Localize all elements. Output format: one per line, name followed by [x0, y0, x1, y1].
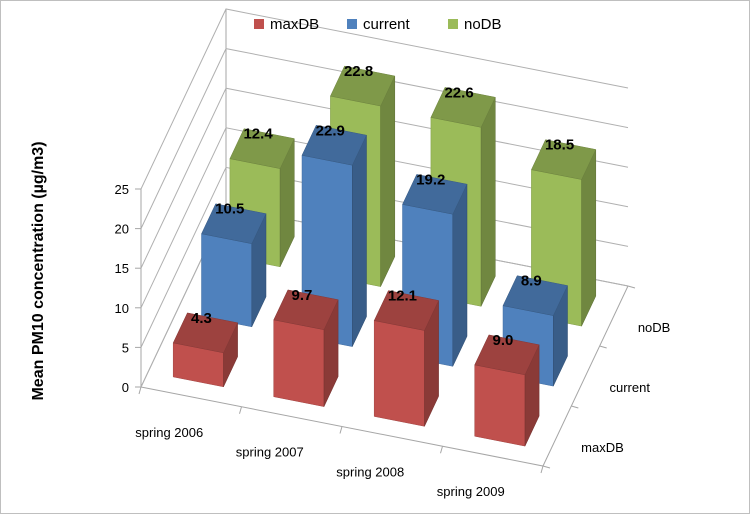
- data-label-noDB: 12.4: [243, 126, 273, 143]
- bar-current-spring-2007-top: [301, 125, 367, 166]
- data-label-noDB: 18.5: [545, 137, 574, 154]
- data-label-maxDB: 9.7: [291, 287, 312, 304]
- legend-label-maxDB: maxDB: [270, 16, 319, 33]
- y-axis-title: Mean PM10 concentration (µg/m3): [30, 141, 47, 400]
- data-label-noDB: 22.6: [444, 84, 473, 101]
- x-category-label: spring 2008: [336, 464, 404, 479]
- bar-current-spring-2007-side: [352, 135, 367, 347]
- legend-swatch-noDB: [448, 19, 458, 29]
- data-label-maxDB: 9.0: [492, 332, 513, 349]
- bar-current-spring-2008-side: [452, 184, 468, 367]
- data-label-noDB: 22.8: [344, 63, 373, 80]
- bar-noDB-spring-2009-side: [581, 149, 597, 327]
- bar-maxDB-spring-2008-front: [373, 320, 425, 427]
- x-category-label: spring 2006: [135, 425, 203, 440]
- z-axis-label: current: [610, 380, 651, 395]
- data-label-maxDB: 12.1: [388, 288, 417, 305]
- bar-current-spring-2009-top: [502, 275, 568, 316]
- bar-noDB-spring-2008-side: [480, 97, 496, 307]
- bar-noDB-spring-2007-side: [380, 75, 396, 287]
- z-tick-mark: [599, 345, 607, 349]
- bar-noDB-spring-2007-top: [330, 65, 396, 107]
- bar-noDB-spring-2006-top: [229, 128, 295, 169]
- x-tick-mark: [339, 426, 343, 434]
- y-tick-label: 20: [115, 222, 129, 237]
- data-label-current: 22.9: [316, 122, 345, 139]
- y-tick-label: 10: [115, 301, 129, 316]
- z-axis-label: noDB: [638, 320, 671, 335]
- data-label-current: 8.9: [521, 273, 542, 290]
- bar-current-spring-2008-top: [402, 174, 468, 215]
- bar-maxDB-spring-2009-top: [474, 334, 540, 376]
- z-tick-mark: [627, 285, 636, 289]
- x-tick-mark: [138, 386, 142, 395]
- x-category-label: spring 2007: [236, 445, 304, 460]
- x-tick-mark: [540, 465, 544, 474]
- z-tick-mark: [571, 405, 579, 409]
- data-label-current: 19.2: [416, 171, 445, 188]
- x-tick-mark: [239, 406, 242, 414]
- bar-maxDB-spring-2007-top: [273, 289, 339, 330]
- legend-swatch-maxDB: [254, 19, 264, 29]
- y-tick-label: 0: [122, 380, 129, 395]
- bar-noDB-spring-2009-top: [531, 139, 597, 180]
- bar-maxDB-spring-2009-front: [474, 364, 526, 447]
- x-tick-mark: [440, 446, 443, 454]
- bar-maxDB-spring-2008-top: [373, 290, 439, 331]
- z-tick-mark: [542, 465, 551, 469]
- bar-maxDB-spring-2006-top: [172, 312, 238, 354]
- bar-noDB-spring-2008-top: [430, 87, 496, 128]
- y-tick-label: 15: [115, 261, 129, 276]
- legend-swatch-current: [347, 19, 357, 29]
- bar-current-spring-2006-top: [201, 203, 267, 244]
- z-axis-label: maxDB: [581, 440, 624, 455]
- legend-label-noDB: noDB: [464, 16, 502, 33]
- y-tick-label: 5: [122, 340, 129, 355]
- x-category-label: spring 2009: [437, 484, 505, 499]
- data-label-maxDB: 4.3: [191, 310, 212, 327]
- legend-label-current: current: [363, 16, 411, 33]
- bar-maxDB-spring-2007-front: [273, 319, 325, 407]
- y-tick-label: 25: [115, 182, 129, 197]
- data-label-current: 10.5: [215, 201, 244, 218]
- gridline: [140, 8, 629, 190]
